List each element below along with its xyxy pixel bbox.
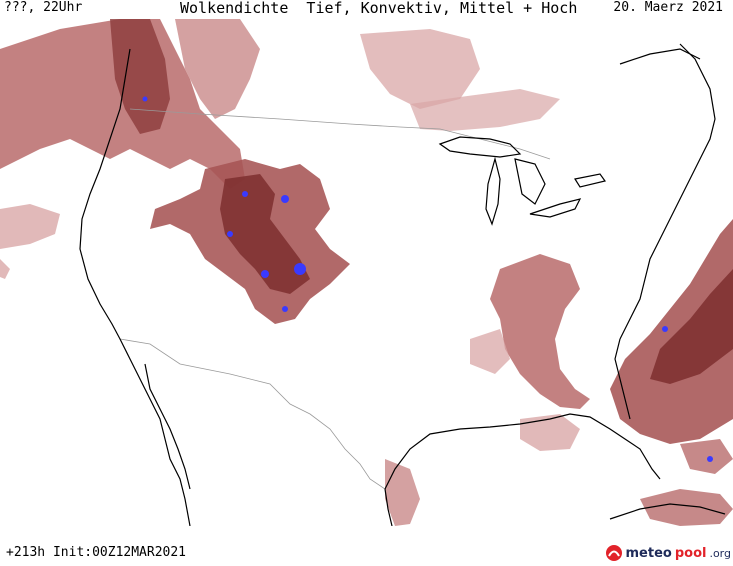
peak-spot (662, 326, 668, 332)
cloud-region-southeast (490, 254, 590, 409)
great-lake-superior (438, 136, 522, 158)
peak-spot (294, 263, 306, 275)
cloud-region-bahamas (680, 439, 733, 474)
cloud-region-northwest (0, 19, 245, 189)
logo-text-part2: pool (674, 545, 707, 561)
logo-text-part3: .org (709, 546, 731, 560)
cloud-region-caribbean (640, 489, 733, 526)
forecast-date: 20. Maerz 2021 (613, 0, 723, 15)
cloud-region-atlantic (610, 219, 733, 444)
us-mexico-border (119, 338, 386, 490)
cloud-region-greatlakes-north (410, 89, 560, 131)
cloud-layer (0, 19, 733, 526)
peak-spot (142, 96, 148, 102)
gulf-coastline (384, 413, 661, 490)
great-lake-michigan (485, 156, 501, 226)
map-title: Wolkendichte Tief, Konvektiv, Mittel + H… (180, 0, 578, 17)
great-lake-erie (529, 198, 582, 218)
cloud-region-northwest-dark (110, 19, 170, 134)
great-lake-ontario (574, 173, 607, 188)
cuba-coastline (609, 503, 726, 520)
cloud-region-gulf (520, 414, 580, 451)
cloud-region-canada (175, 19, 260, 119)
peak-spot (261, 270, 269, 278)
west-coastline (79, 48, 191, 526)
florida-coastline (614, 338, 631, 420)
coastlines (79, 43, 726, 526)
texas-coastline (384, 488, 393, 526)
peak-spot (281, 195, 289, 203)
east-coastline (619, 43, 716, 340)
baja-coastline (144, 363, 191, 490)
political-borders (119, 108, 551, 490)
peak-spots (142, 96, 713, 462)
cloud-region-pacific-coast (0, 204, 60, 249)
cloud-region-texas-coast (385, 459, 420, 526)
model-init-label: +213h Init:00Z12MAR2021 (6, 545, 187, 560)
forecast-valid-label: ???, 22Uhr (4, 0, 83, 15)
logo-text-part1: meteo (625, 545, 672, 561)
cloud-region-pacific-south (0, 259, 10, 279)
cloud-region-southeast-light (470, 329, 510, 374)
peak-spot (227, 231, 233, 237)
peak-spot (707, 456, 713, 462)
us-canada-border (129, 108, 551, 160)
cloud-region-canada-east (360, 29, 480, 109)
peak-spot (282, 306, 288, 312)
hudson-bay-coast (619, 48, 701, 65)
meteopool-logo[interactable]: meteo pool .org (605, 544, 731, 562)
peak-spot (242, 191, 248, 197)
cloud-region-rockies-core (220, 174, 310, 294)
cloud-cover-map (0, 19, 733, 526)
great-lake-huron (514, 158, 546, 205)
meteopool-logo-icon (605, 545, 622, 561)
cloud-region-atlantic-core (650, 269, 733, 384)
